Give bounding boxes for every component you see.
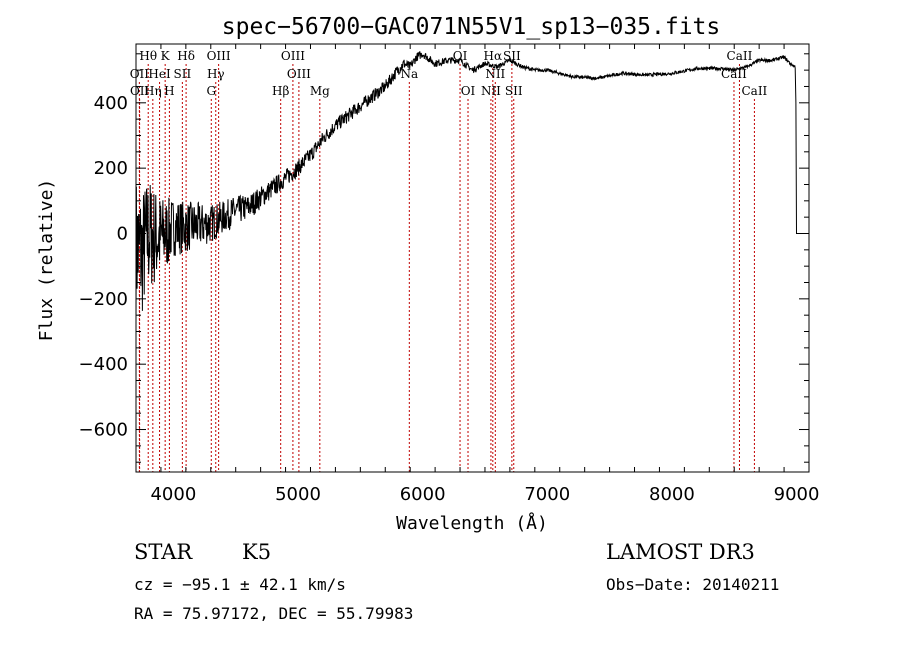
line-label: G bbox=[206, 84, 216, 98]
plot-frame bbox=[135, 43, 810, 473]
y-tick-label: −200 bbox=[79, 289, 128, 310]
line-label: Hγ bbox=[207, 67, 225, 81]
line-label: Na bbox=[400, 67, 418, 81]
y-tick-label: −400 bbox=[79, 354, 128, 375]
line-label: SII bbox=[503, 49, 521, 63]
line-label: CaII bbox=[741, 84, 767, 98]
x-tick-label: 5000 bbox=[275, 484, 321, 505]
line-label: Mg bbox=[310, 84, 330, 98]
line-label: OI bbox=[461, 84, 476, 98]
line-label: NII bbox=[485, 67, 505, 81]
line-label: SII bbox=[505, 84, 523, 98]
x-tick-label: 9000 bbox=[774, 484, 820, 505]
line-label: OI bbox=[453, 49, 468, 63]
y-axis-ticks: −600 −400 −200 0 200 400 bbox=[79, 53, 809, 463]
x-tick-label: 7000 bbox=[524, 484, 570, 505]
line-label: OII bbox=[130, 84, 150, 98]
x-tick-label: 4000 bbox=[150, 484, 196, 505]
y-tick-label: −600 bbox=[79, 420, 128, 441]
object-type: STAR bbox=[134, 540, 193, 564]
x-axis-label: Wavelength (Å) bbox=[396, 512, 548, 534]
spectrum-series bbox=[135, 51, 801, 319]
line-label: Hα bbox=[484, 49, 503, 63]
line-label: CaII bbox=[727, 49, 753, 63]
survey-name: LAMOST DR3 bbox=[606, 540, 755, 564]
x-tick-label: 6000 bbox=[400, 484, 446, 505]
line-label: OIII bbox=[287, 67, 311, 81]
line-label: SII bbox=[174, 67, 192, 81]
line-label: OIII bbox=[207, 49, 231, 63]
line-label: HeI bbox=[148, 67, 171, 81]
y-tick-label: 400 bbox=[94, 93, 128, 114]
line-label: H bbox=[164, 84, 174, 98]
spectrum-line bbox=[135, 51, 801, 319]
y-tick-label: 0 bbox=[117, 223, 128, 244]
line-label: Hδ bbox=[177, 49, 195, 63]
cz-value: cz = −95.1 ± 42.1 km/s bbox=[134, 575, 346, 594]
x-axis-ticks: 4000 5000 6000 7000 8000 9000 bbox=[135, 44, 820, 505]
line-label: Hη bbox=[144, 84, 162, 98]
line-label: OIII bbox=[281, 49, 305, 63]
y-tick-label: 200 bbox=[94, 158, 128, 179]
line-label: CaII bbox=[721, 67, 747, 81]
emission-line-markers bbox=[138, 64, 755, 472]
x-tick-label: 8000 bbox=[649, 484, 695, 505]
y-axis-label: Flux (relative) bbox=[36, 179, 57, 342]
object-subclass: K5 bbox=[242, 540, 271, 564]
chart-title: spec−56700−GAC071N55V1_sp13−035.fits bbox=[222, 14, 721, 40]
line-label: Hβ bbox=[272, 84, 289, 98]
line-label: OII bbox=[130, 67, 150, 81]
obs-date: Obs−Date: 20140211 bbox=[606, 575, 779, 594]
line-label: K bbox=[161, 49, 171, 63]
line-label: NII bbox=[481, 84, 501, 98]
line-label: Hθ bbox=[139, 49, 157, 63]
ra-dec: RA = 75.97172, DEC = 55.79983 bbox=[134, 604, 413, 623]
